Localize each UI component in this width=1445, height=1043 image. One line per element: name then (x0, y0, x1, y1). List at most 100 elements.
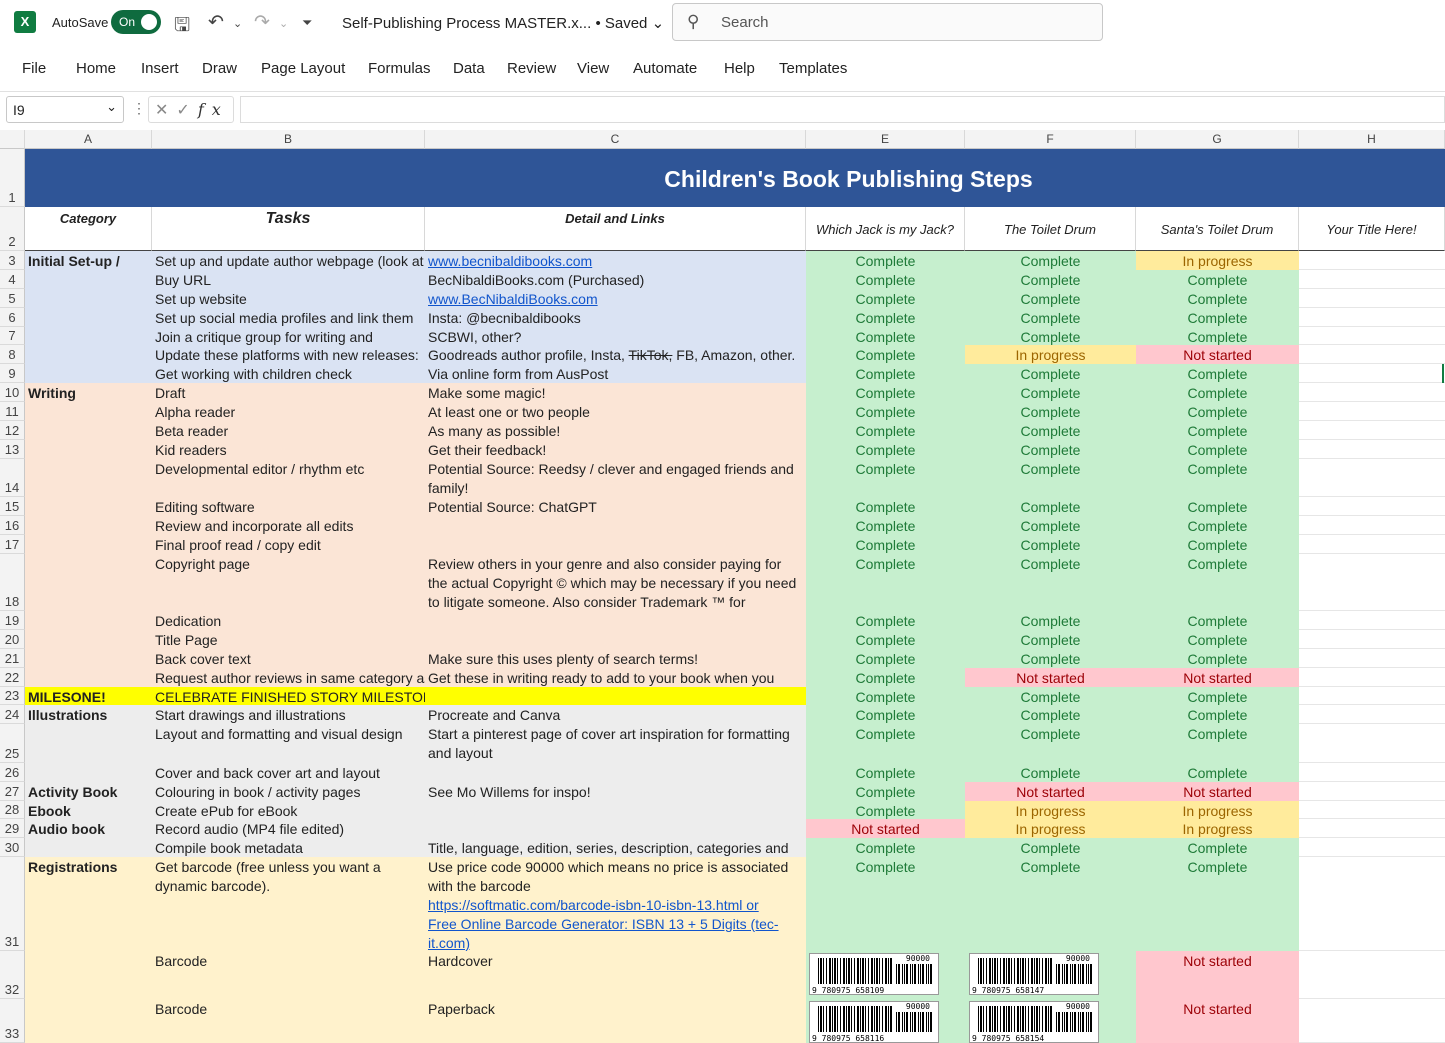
detail-cell[interactable]: At least one or two people (425, 402, 806, 421)
row-header-24[interactable]: 24 (0, 705, 25, 724)
status-cell[interactable]: In progress (1136, 819, 1299, 838)
function-icon[interactable]: fx (197, 100, 229, 119)
row-header-12[interactable]: 12 (0, 421, 25, 440)
row-header-28[interactable]: 28 (0, 801, 25, 819)
title-column-cell[interactable] (1299, 327, 1445, 345)
undo-icon[interactable]: ↶ (208, 12, 224, 33)
row-header-5[interactable]: 5 (0, 289, 25, 308)
select-all-corner[interactable] (0, 130, 25, 149)
status-cell[interactable]: Complete (806, 630, 965, 649)
row-header-11[interactable]: 11 (0, 402, 25, 421)
status-cell[interactable]: Complete (965, 724, 1136, 763)
category-cell[interactable] (25, 459, 152, 461)
tab-review[interactable]: Review (507, 60, 557, 77)
detail-cell[interactable]: See Mo Willems for inspo! (425, 782, 806, 801)
row-header-8[interactable]: 8 (0, 345, 25, 364)
category-cell[interactable] (25, 554, 152, 556)
status-cell[interactable]: Complete (965, 535, 1136, 554)
title-column-cell[interactable] (1299, 649, 1445, 668)
title-column-cell[interactable] (1299, 308, 1445, 327)
status-cell[interactable]: In progress (965, 801, 1136, 819)
status-cell[interactable]: Complete (1136, 308, 1299, 327)
title-column-cell[interactable] (1299, 763, 1445, 782)
row-header-31[interactable]: 31 (0, 857, 25, 951)
status-cell[interactable]: Complete (806, 383, 965, 402)
status-cell[interactable]: Complete (1136, 705, 1299, 724)
row-header-22[interactable]: 22 (0, 668, 25, 687)
title-column-cell[interactable] (1299, 630, 1445, 649)
category-cell[interactable] (25, 763, 152, 765)
detail-cell[interactable]: www.becnibaldibooks.com (425, 251, 806, 270)
status-cell[interactable]: Complete (806, 270, 965, 289)
category-cell[interactable] (25, 421, 152, 423)
status-cell[interactable]: Complete (1136, 724, 1299, 763)
category-cell[interactable] (25, 440, 152, 442)
formula-input[interactable] (240, 96, 1445, 123)
status-cell[interactable]: Not started (1136, 345, 1299, 364)
detail-cell[interactable] (425, 516, 806, 535)
category-cell[interactable] (25, 289, 152, 291)
status-cell[interactable]: Complete (806, 327, 965, 345)
header-book2[interactable]: The Toilet Drum (965, 207, 1136, 251)
title-column-cell[interactable] (1299, 516, 1445, 535)
task-cell[interactable]: Back cover text (155, 651, 251, 667)
detail-cell[interactable]: Potential Source: ChatGPT (425, 497, 806, 516)
barcode-link[interactable]: Free Online Barcode Generator: ISBN 13 +… (428, 916, 779, 951)
redo-dropdown-icon[interactable]: ⌄ (279, 18, 289, 30)
row-header-29[interactable]: 29 (0, 819, 25, 838)
status-cell[interactable]: Not started (1136, 782, 1299, 801)
status-cell[interactable]: Complete (965, 440, 1136, 459)
status-cell[interactable]: Complete (1136, 516, 1299, 535)
status-cell[interactable]: Complete (806, 289, 965, 308)
detail-cell[interactable] (425, 687, 806, 705)
status-cell[interactable]: Complete (965, 687, 1136, 705)
row-header-14[interactable]: 14 (0, 459, 25, 497)
category-cell[interactable] (25, 951, 152, 953)
row-header-7[interactable]: 7 (0, 327, 25, 345)
autosave-toggle[interactable]: On (111, 10, 161, 34)
title-column-cell[interactable] (1299, 364, 1445, 383)
status-cell[interactable]: Complete (965, 270, 1136, 289)
task-cell[interactable]: Get barcode (free unless you want a dyna… (155, 859, 381, 894)
status-cell[interactable]: Complete (806, 782, 965, 801)
title-column-cell[interactable] (1299, 705, 1445, 724)
detail-link[interactable]: www.becnibaldibooks.com (428, 253, 593, 269)
status-cell[interactable]: Complete (965, 308, 1136, 327)
task-cell[interactable]: Title Page (155, 632, 218, 648)
status-cell[interactable]: Complete (806, 345, 965, 364)
task-cell[interactable]: Set up and update author webpage (look a… (155, 253, 424, 269)
status-cell[interactable]: Complete (1136, 440, 1299, 459)
detail-link[interactable]: www.BecNibaldiBooks.com (428, 291, 598, 307)
task-cell[interactable]: Copyright page (155, 556, 250, 572)
task-cell[interactable]: Layout and formatting and visual design (155, 726, 403, 742)
category-cell[interactable] (25, 668, 152, 670)
title-column-cell[interactable] (1299, 402, 1445, 421)
column-header-f[interactable]: F (965, 130, 1136, 149)
task-cell[interactable]: Colouring in book / activity pages (155, 784, 361, 800)
title-column-cell[interactable] (1299, 440, 1445, 459)
status-cell[interactable]: Complete (1136, 383, 1299, 402)
detail-cell[interactable]: Make some magic! (425, 383, 806, 402)
detail-cell[interactable]: SCBWI, other? (425, 327, 806, 345)
title-column-cell[interactable] (1299, 724, 1445, 763)
status-cell[interactable]: Not started (1136, 999, 1299, 1043)
status-cell[interactable]: Not started (965, 782, 1136, 801)
status-cell[interactable]: Complete (965, 421, 1136, 440)
row-header-26[interactable]: 26 (0, 763, 25, 782)
detail-cell[interactable]: Title, language, edition, series, descri… (425, 838, 806, 857)
tab-home[interactable]: Home (76, 60, 117, 77)
status-cell[interactable]: Complete (965, 251, 1136, 270)
row-header-33[interactable]: 33 (0, 999, 25, 1043)
task-cell[interactable]: Alpha reader (155, 404, 236, 420)
tab-insert[interactable]: Insert (141, 60, 179, 77)
category-cell[interactable]: Activity Book (28, 784, 118, 800)
task-cell[interactable]: Kid readers (155, 442, 227, 458)
task-cell[interactable]: Draft (155, 385, 186, 401)
category-cell[interactable] (25, 999, 152, 1001)
status-cell[interactable]: Complete (965, 838, 1136, 857)
status-cell[interactable]: Complete (965, 516, 1136, 535)
detail-cell[interactable] (425, 819, 806, 838)
title-column-cell[interactable] (1299, 857, 1445, 951)
status-cell[interactable]: Complete (806, 516, 965, 535)
tab-draw[interactable]: Draw (202, 60, 238, 77)
